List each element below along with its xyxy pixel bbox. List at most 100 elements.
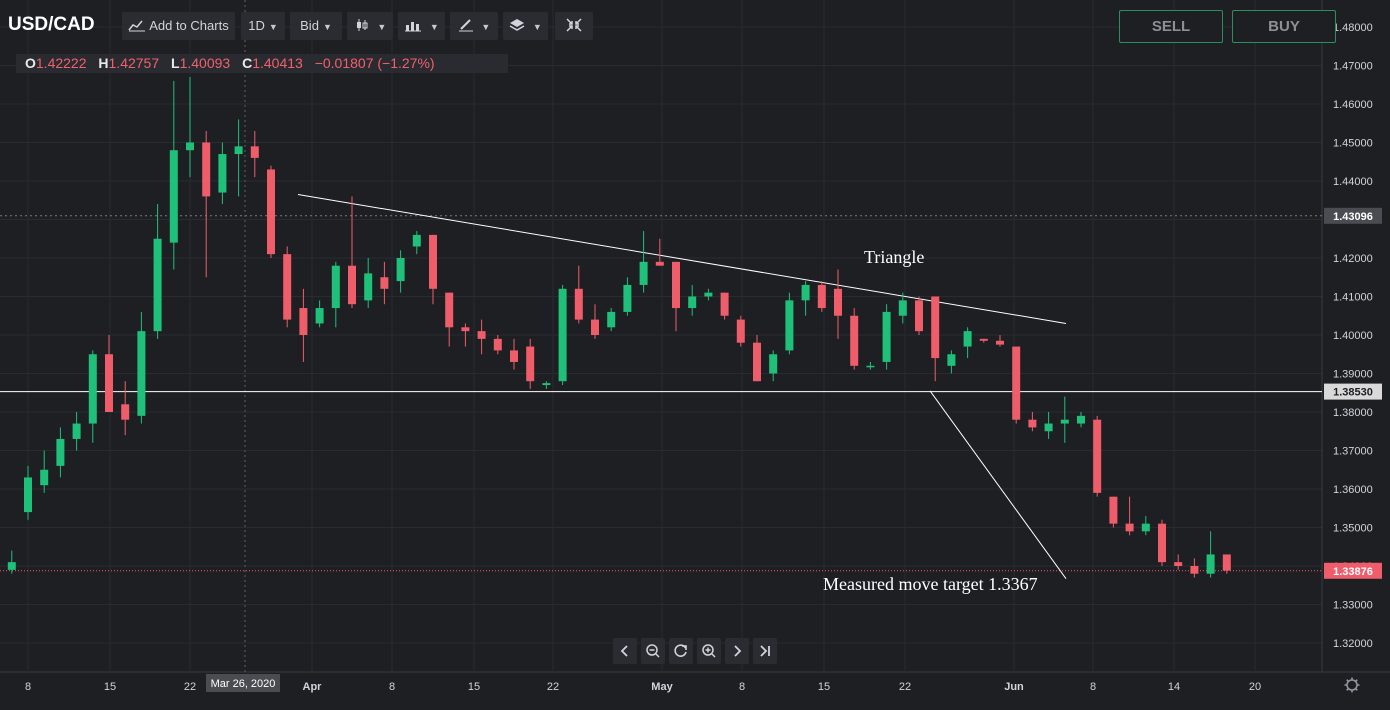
indicators-icon xyxy=(404,18,426,33)
layers-button[interactable]: ▼ xyxy=(503,12,548,40)
indicators-button[interactable]: ▼ xyxy=(398,12,445,40)
level-price-label-bg xyxy=(1324,383,1382,400)
candle-body xyxy=(526,346,535,382)
settings-icon[interactable] xyxy=(1344,677,1360,693)
candle-body xyxy=(947,354,956,366)
candle-body xyxy=(1141,523,1150,532)
chevron-down-icon: ▼ xyxy=(532,22,542,32)
time-tick-label: Jun xyxy=(1004,681,1024,693)
candle-body xyxy=(299,308,308,335)
gear-tooth xyxy=(1355,688,1358,691)
candle-body xyxy=(688,296,697,309)
time-tick-label: 20 xyxy=(1249,681,1261,693)
time-tick-label: 15 xyxy=(818,681,830,693)
chart-lines xyxy=(0,0,1322,672)
buy-button[interactable]: BUY xyxy=(1232,10,1336,43)
collapse-button[interactable] xyxy=(555,12,593,40)
candle-body xyxy=(817,284,826,309)
measured-move-line xyxy=(929,390,1067,579)
candle-body xyxy=(607,311,616,328)
price-tick-label: 1.39000 xyxy=(1333,369,1373,381)
time-tick-label: 14 xyxy=(1168,681,1180,693)
close-key: C xyxy=(242,55,253,71)
candle-body xyxy=(202,142,211,197)
add-to-charts-label: Add to Charts xyxy=(149,18,229,33)
candle-body xyxy=(121,404,130,420)
sell-button[interactable]: SELL xyxy=(1119,10,1223,43)
high-key: H xyxy=(98,55,109,71)
open-value: 1.42222 xyxy=(35,55,87,71)
price-tick-label: 1.45000 xyxy=(1333,138,1373,150)
candle-body xyxy=(429,234,437,289)
chevron-down-icon: ▼ xyxy=(429,22,439,32)
price-tick-label: 1.42000 xyxy=(1333,253,1373,265)
open-key: O xyxy=(25,55,36,71)
candle-body xyxy=(558,288,567,382)
time-tick-label: 22 xyxy=(184,681,196,693)
candle-body xyxy=(267,169,275,255)
candle-body xyxy=(1077,415,1085,424)
price-type-select[interactable]: Bid ▼ xyxy=(290,12,342,40)
candle-body xyxy=(283,254,292,320)
time-axis: 8 15 22 Apr 8 15 22 May 8 15 22 Jun 8 14 20 Mar 26, 202… xyxy=(25,674,1360,693)
chart-type-button[interactable]: ▼ xyxy=(347,12,393,40)
scroll-right-button[interactable] xyxy=(725,638,749,664)
candle-body xyxy=(105,354,113,412)
time-tick-label: May xyxy=(651,681,673,693)
price-tick-label: 1.44000 xyxy=(1333,176,1373,188)
candle-body xyxy=(542,383,551,386)
time-tick-label: 8 xyxy=(25,681,31,693)
crosshair-date-label: Mar 26, 2020 xyxy=(211,678,276,690)
candle-body xyxy=(1109,496,1118,524)
candles-icon xyxy=(354,18,374,33)
price-tick-label: 1.38000 xyxy=(1333,407,1373,419)
candle-body xyxy=(315,308,324,324)
collapse-icon xyxy=(565,18,583,33)
candle-body xyxy=(40,469,49,486)
layers-icon xyxy=(509,18,529,33)
price-tick-label: 1.41000 xyxy=(1333,292,1373,304)
candle-body xyxy=(704,292,713,297)
symbol-title: USD/CAD xyxy=(8,14,95,35)
scroll-left-icon xyxy=(620,645,628,657)
time-tick-label: 15 xyxy=(468,681,480,693)
candle-body xyxy=(169,150,178,243)
candle-body xyxy=(186,142,194,151)
price-tick-label: 1.36000 xyxy=(1333,484,1373,496)
zoom-in-button[interactable] xyxy=(697,638,721,664)
zoom-out-button[interactable] xyxy=(641,638,665,664)
time-tick-label: Apr xyxy=(303,681,323,693)
candle-body xyxy=(963,331,972,347)
triangle-trendline xyxy=(297,193,1067,324)
candle-body xyxy=(639,261,648,285)
candle-body xyxy=(348,265,356,305)
gear-tooth xyxy=(1346,679,1349,682)
time-tick-label: 8 xyxy=(739,681,745,693)
add-to-charts-button[interactable]: Add to Charts xyxy=(122,12,235,40)
chevron-down-icon: ▼ xyxy=(268,22,278,32)
candle-body xyxy=(72,423,81,439)
price-type-label: Bid xyxy=(300,18,319,33)
scroll-left-button[interactable] xyxy=(613,638,637,664)
interval-select[interactable]: 1D ▼ xyxy=(241,12,285,40)
high-value: 1.42757 xyxy=(108,55,160,71)
candle-body xyxy=(88,354,97,424)
candle-body xyxy=(720,292,729,316)
drawing-tools-button[interactable]: ▼ xyxy=(450,12,498,40)
chart-plus-icon xyxy=(128,18,149,33)
candle-body xyxy=(672,261,680,309)
scroll-to-end-button[interactable] xyxy=(753,638,777,664)
chevron-down-icon: ▼ xyxy=(322,22,332,32)
candle-body xyxy=(364,273,373,301)
candle-body xyxy=(412,234,421,247)
candle-body xyxy=(24,477,32,513)
crosshair-price-label: 1.43096 xyxy=(1333,211,1373,223)
candle-body xyxy=(736,319,745,343)
low-key: L xyxy=(171,55,180,71)
candle-body xyxy=(753,342,761,382)
chevron-down-icon: ▼ xyxy=(481,22,491,32)
candle-body xyxy=(331,265,340,309)
reset-button[interactable] xyxy=(669,638,693,664)
crosshair-date-label-bg xyxy=(206,674,280,692)
